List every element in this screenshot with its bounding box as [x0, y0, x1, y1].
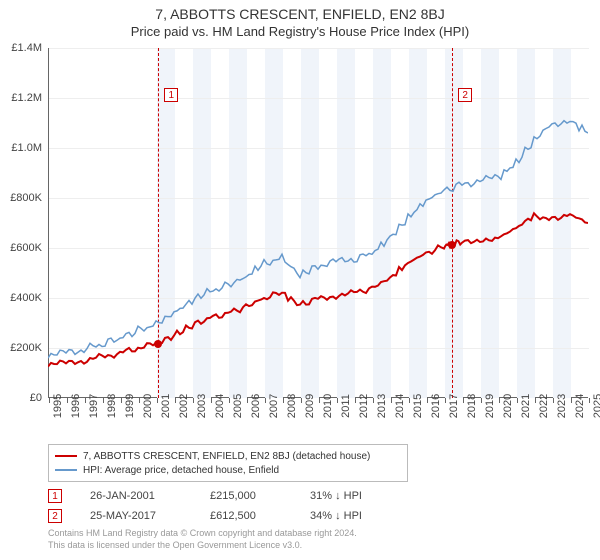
x-tick — [121, 398, 122, 403]
x-tick-label: 2013 — [376, 394, 388, 418]
legend-box: 7, ABBOTTS CRESCENT, ENFIELD, EN2 8BJ (d… — [48, 444, 408, 482]
chart-container: 7, ABBOTTS CRESCENT, ENFIELD, EN2 8BJ Pr… — [0, 0, 600, 560]
x-tick — [499, 398, 500, 403]
legend-label: 7, ABBOTTS CRESCENT, ENFIELD, EN2 8BJ (d… — [83, 451, 370, 462]
x-tick-label: 1995 — [52, 394, 64, 418]
footer-line: Contains HM Land Registry data © Crown c… — [48, 528, 357, 540]
x-tick-label: 2007 — [268, 394, 280, 418]
x-tick — [535, 398, 536, 403]
x-tick — [409, 398, 410, 403]
x-tick — [301, 398, 302, 403]
x-tick-label: 2001 — [160, 394, 172, 418]
x-tick — [481, 398, 482, 403]
x-tick — [445, 398, 446, 403]
x-tick-label: 1998 — [106, 394, 118, 418]
x-tick-label: 2010 — [322, 394, 334, 418]
x-tick — [175, 398, 176, 403]
legend-label: HPI: Average price, detached house, Enfi… — [83, 465, 279, 476]
x-tick — [211, 398, 212, 403]
titles: 7, ABBOTTS CRESCENT, ENFIELD, EN2 8BJ Pr… — [0, 0, 600, 39]
x-tick — [589, 398, 590, 403]
x-tick — [67, 398, 68, 403]
x-tick — [49, 398, 50, 403]
y-tick-label: £0 — [0, 392, 42, 404]
x-tick-label: 2011 — [340, 394, 352, 418]
sale-date: 25-MAY-2017 — [90, 510, 210, 522]
x-tick-label: 2019 — [484, 394, 496, 418]
sale-marker-box: 1 — [48, 489, 62, 503]
sale-diff: 34% ↓ HPI — [310, 510, 400, 522]
x-tick-label: 2025 — [592, 394, 600, 418]
x-tick-label: 2012 — [358, 394, 370, 418]
x-tick-label: 1997 — [88, 394, 100, 418]
x-tick-label: 1999 — [124, 394, 136, 418]
y-tick-label: £400K — [0, 292, 42, 304]
y-tick-label: £200K — [0, 342, 42, 354]
x-tick — [463, 398, 464, 403]
x-tick-label: 2004 — [214, 394, 226, 418]
property_price-line — [48, 213, 588, 366]
x-tick-label: 2003 — [196, 394, 208, 418]
x-tick — [229, 398, 230, 403]
x-tick — [337, 398, 338, 403]
x-tick-label: 2016 — [430, 394, 442, 418]
y-tick-label: £800K — [0, 192, 42, 204]
x-tick-label: 2018 — [466, 394, 478, 418]
x-tick — [373, 398, 374, 403]
y-tick-label: £1.4M — [0, 42, 42, 54]
x-tick-label: 1996 — [70, 394, 82, 418]
x-tick-label: 2014 — [394, 394, 406, 418]
x-tick — [139, 398, 140, 403]
sale-diff: 31% ↓ HPI — [310, 490, 400, 502]
x-tick — [85, 398, 86, 403]
x-tick-label: 2017 — [448, 394, 460, 418]
legend-swatch — [55, 455, 77, 457]
x-tick — [247, 398, 248, 403]
sale-price: £612,500 — [210, 510, 310, 522]
plot-area: 12 £0£200K£400K£600K£800K£1.0M£1.2M£1.4M… — [48, 48, 588, 398]
footer-attribution: Contains HM Land Registry data © Crown c… — [48, 528, 357, 551]
x-tick — [319, 398, 320, 403]
title-subtitle: Price paid vs. HM Land Registry's House … — [0, 24, 600, 39]
sale-price: £215,000 — [210, 490, 310, 502]
sale-date: 26-JAN-2001 — [90, 490, 210, 502]
x-tick-label: 2009 — [304, 394, 316, 418]
x-tick-label: 2002 — [178, 394, 190, 418]
x-tick — [103, 398, 104, 403]
x-tick-label: 2008 — [286, 394, 298, 418]
legend-item: HPI: Average price, detached house, Enfi… — [55, 463, 401, 477]
x-tick — [193, 398, 194, 403]
x-tick-label: 2000 — [142, 394, 154, 418]
x-tick-label: 2024 — [574, 394, 586, 418]
y-tick-label: £600K — [0, 242, 42, 254]
sales-row: 2 25-MAY-2017 £612,500 34% ↓ HPI — [48, 506, 400, 526]
x-tick — [283, 398, 284, 403]
y-tick-label: £1.2M — [0, 92, 42, 104]
x-tick — [517, 398, 518, 403]
sales-table: 1 26-JAN-2001 £215,000 31% ↓ HPI 2 25-MA… — [48, 486, 400, 526]
legend-swatch — [55, 469, 77, 471]
y-tick-label: £1.0M — [0, 142, 42, 154]
hpi-line — [48, 121, 588, 358]
x-tick — [553, 398, 554, 403]
legend-item: 7, ABBOTTS CRESCENT, ENFIELD, EN2 8BJ (d… — [55, 449, 401, 463]
x-tick-label: 2020 — [502, 394, 514, 418]
x-tick-label: 2023 — [556, 394, 568, 418]
x-tick-label: 2021 — [520, 394, 532, 418]
x-tick — [265, 398, 266, 403]
x-tick — [355, 398, 356, 403]
x-tick — [391, 398, 392, 403]
x-tick-label: 2006 — [250, 394, 262, 418]
title-address: 7, ABBOTTS CRESCENT, ENFIELD, EN2 8BJ — [0, 6, 600, 22]
x-tick-label: 2015 — [412, 394, 424, 418]
footer-line: This data is licensed under the Open Gov… — [48, 540, 357, 552]
x-tick-label: 2022 — [538, 394, 550, 418]
x-tick-label: 2005 — [232, 394, 244, 418]
line-chart-svg — [48, 48, 588, 398]
x-tick — [571, 398, 572, 403]
x-tick — [157, 398, 158, 403]
sale-marker-box: 2 — [48, 509, 62, 523]
sales-row: 1 26-JAN-2001 £215,000 31% ↓ HPI — [48, 486, 400, 506]
x-tick — [427, 398, 428, 403]
